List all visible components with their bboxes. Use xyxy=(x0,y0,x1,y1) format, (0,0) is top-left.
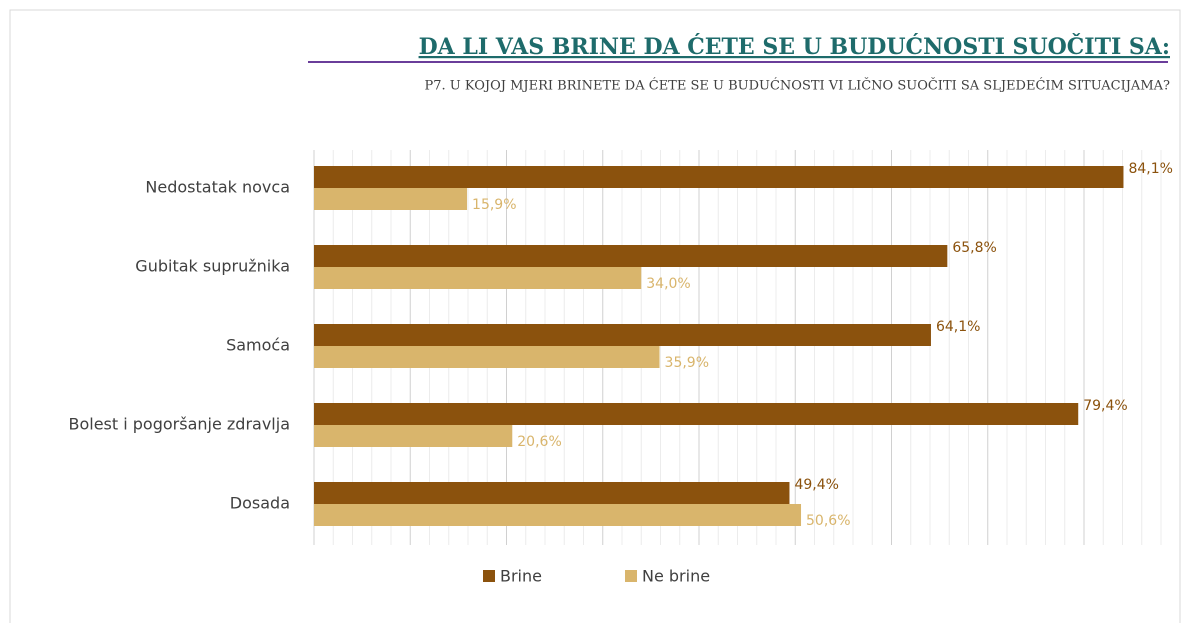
chart-title: DA LI VAS BRINE DA ĆETE SE U BUDUĆNOSTI … xyxy=(419,33,1170,60)
y-tick-label: Bolest i pogoršanje zdravlja xyxy=(68,415,290,434)
value-label: 50,6% xyxy=(806,513,850,529)
legend-swatch xyxy=(483,570,495,582)
legend-label: Ne brine xyxy=(642,567,710,586)
legend-swatch xyxy=(625,570,637,582)
chart-frame xyxy=(9,9,1181,623)
bar xyxy=(314,403,1079,425)
y-tick-label: Dosada xyxy=(230,494,290,513)
value-label: 65,8% xyxy=(952,240,996,256)
chart-subtitle: P7. U KOJOJ MJERI BRINETE DA ĆETE SE U B… xyxy=(425,77,1171,94)
value-label: 34,0% xyxy=(646,276,690,292)
bar xyxy=(314,267,642,289)
bar xyxy=(314,166,1124,188)
bar xyxy=(314,346,660,368)
value-label: 64,1% xyxy=(936,319,980,335)
bar xyxy=(314,188,468,210)
value-label: 79,4% xyxy=(1083,398,1127,414)
y-tick-label: Gubitak supružnika xyxy=(135,257,290,276)
bar xyxy=(314,324,931,346)
value-label: 15,9% xyxy=(472,197,516,213)
value-label: 20,6% xyxy=(517,434,561,450)
bar xyxy=(314,482,790,504)
y-tick-label: Nedostatak novca xyxy=(145,178,290,197)
y-tick-label: Samoća xyxy=(226,336,290,355)
bar xyxy=(314,425,513,447)
legend-label: Brine xyxy=(500,567,542,586)
bar xyxy=(314,504,802,526)
value-label: 49,4% xyxy=(794,477,838,493)
value-label: 35,9% xyxy=(665,355,709,371)
bar xyxy=(314,245,948,267)
value-label: 84,1% xyxy=(1128,161,1172,177)
